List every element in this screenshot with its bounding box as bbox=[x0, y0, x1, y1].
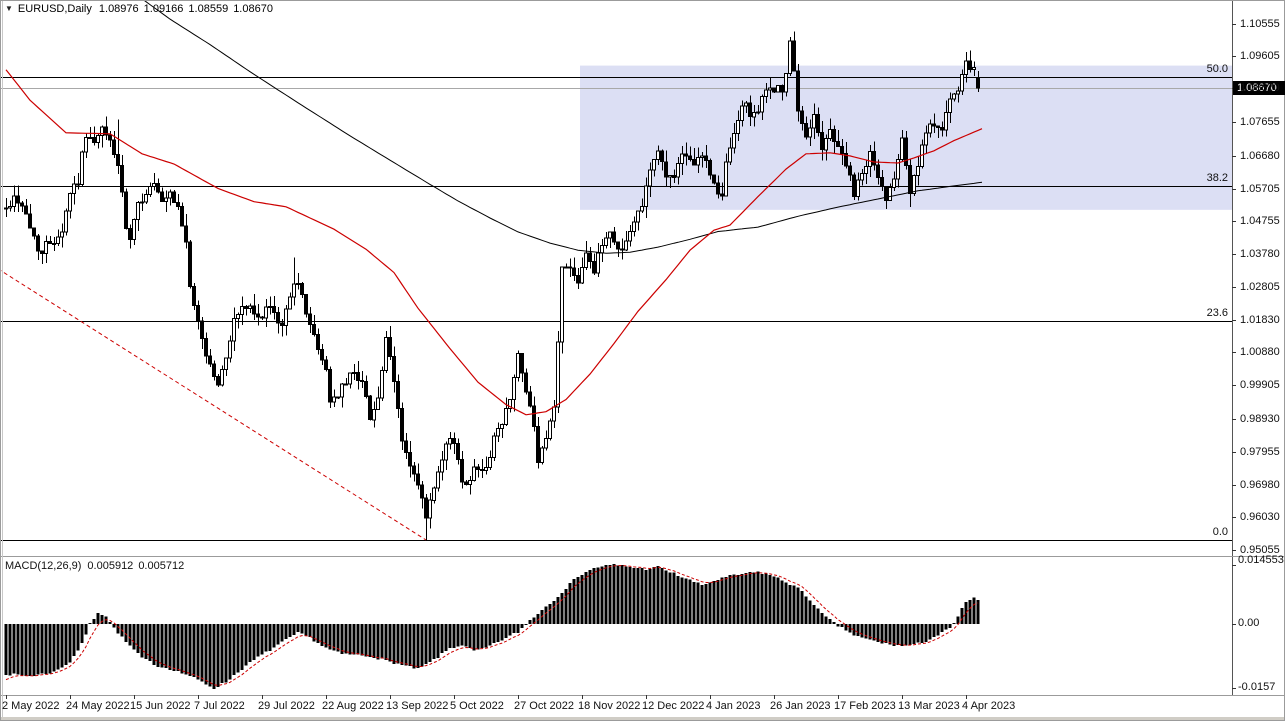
chart-title-bar: ▼ EURUSD,Daily 1.08976 1.09166 1.08559 1.0867… bbox=[5, 3, 273, 16]
macd-axis-label-zero: 0.00 bbox=[1238, 617, 1260, 629]
y-axis-label: 1.04755 bbox=[1240, 215, 1280, 227]
y-axis-label: 0.95055 bbox=[1240, 544, 1280, 556]
macd-main-value: 0.005912 bbox=[87, 560, 134, 572]
y-axis-label: 1.01830 bbox=[1240, 314, 1280, 326]
y-axis-label: 1.06680 bbox=[1240, 150, 1280, 162]
x-axis-date-label: 24 May 2022 bbox=[66, 700, 130, 712]
y-axis-label: 0.96980 bbox=[1240, 479, 1280, 491]
y-axis-label: 0.99905 bbox=[1240, 379, 1280, 391]
x-axis-date-label: 7 Jul 2022 bbox=[194, 700, 245, 712]
x-axis-date-label: 18 Nov 2022 bbox=[578, 700, 641, 712]
x-axis-date-label: 29 Jul 2022 bbox=[258, 700, 315, 712]
y-axis-label: 1.02805 bbox=[1240, 281, 1280, 293]
ohlc-high: 1.09166 bbox=[143, 3, 184, 15]
symbol-label: EURUSD,Daily bbox=[17, 3, 92, 15]
macd-axis-label-bottom: -0.0157 bbox=[1238, 681, 1276, 693]
x-axis-date-label: 4 Jan 2023 bbox=[706, 700, 761, 712]
bottom-strip bbox=[0, 717, 1285, 721]
symbol-dropdown-icon[interactable]: ▼ bbox=[5, 4, 13, 13]
y-axis-label: 1.00880 bbox=[1240, 346, 1280, 358]
current-price-tag: 1.08670 bbox=[1233, 81, 1285, 95]
macd-signal-value: 0.005712 bbox=[138, 560, 185, 572]
ohlc-close: 1.08670 bbox=[233, 3, 273, 15]
x-axis-date-label: 2 May 2022 bbox=[2, 700, 60, 712]
y-axis-label: 0.96030 bbox=[1240, 511, 1280, 523]
x-axis-date-label: 27 Oct 2022 bbox=[514, 700, 574, 712]
candles bbox=[4, 31, 980, 540]
x-axis-date-label: 5 Oct 2022 bbox=[450, 700, 504, 712]
ma-fast-line[interactable] bbox=[5, 69, 983, 416]
fib-level-label: 23.6 bbox=[1206, 307, 1228, 319]
y-axis-label: 1.05705 bbox=[1240, 183, 1280, 195]
x-axis-date-label: 13 Mar 2023 bbox=[898, 700, 960, 712]
x-axis-date-label: 26 Jan 2023 bbox=[770, 700, 831, 712]
x-axis-date-label: 13 Sep 2022 bbox=[386, 700, 449, 712]
fib-level-label: 50.0 bbox=[1206, 63, 1228, 75]
x-axis-date-label: 15 Jun 2022 bbox=[130, 700, 191, 712]
y-axis-label: 1.09605 bbox=[1240, 50, 1280, 62]
x-axis-date-label: 12 Dec 2022 bbox=[642, 700, 705, 712]
y-axis-label: 1.03780 bbox=[1240, 248, 1280, 260]
y-axis-label: 1.08670 bbox=[1240, 82, 1280, 94]
macd-axis-label-top: 0.014553 bbox=[1238, 554, 1284, 566]
macd-signal-line[interactable] bbox=[5, 564, 979, 687]
ohlc-open: 1.08976 bbox=[98, 3, 139, 15]
x-axis-date-label: 4 Apr 2023 bbox=[962, 700, 1016, 712]
fib-trendline[interactable] bbox=[0, 269, 427, 541]
y-axis-label: 1.07655 bbox=[1240, 116, 1280, 128]
fib-level-label: 38.2 bbox=[1206, 172, 1228, 184]
fib-level-label: 0.0 bbox=[1212, 526, 1228, 538]
x-axis-date-label: 17 Feb 2023 bbox=[834, 700, 896, 712]
ohlc-low: 1.08559 bbox=[188, 3, 229, 15]
macd-histogram bbox=[4, 564, 980, 689]
x-axis-date-label: 22 Aug 2022 bbox=[322, 700, 384, 712]
macd-name: MACD(12,26,9) bbox=[5, 560, 82, 572]
y-axis-label: 0.98930 bbox=[1240, 413, 1280, 425]
macd-indicator-label: MACD(12,26,9) 0.005912 0.005712 bbox=[5, 560, 184, 573]
y-axis-label: 1.10555 bbox=[1240, 18, 1280, 30]
ma-slow-line[interactable] bbox=[142, 0, 983, 254]
y-axis-label: 0.97955 bbox=[1240, 446, 1280, 458]
